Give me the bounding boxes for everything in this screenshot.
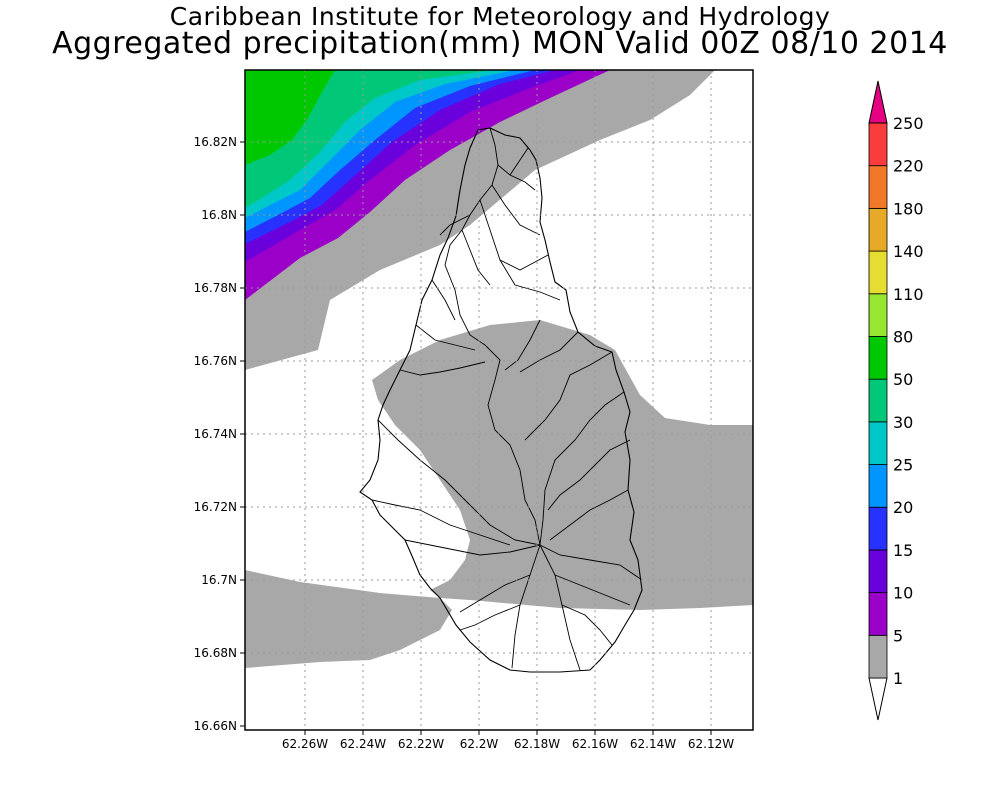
colorbar-label: 1 <box>893 669 903 688</box>
lon-tick-label: 62.12W <box>688 737 734 751</box>
colorbar-label: 80 <box>893 327 913 346</box>
axis-ticks <box>240 141 712 735</box>
longitude-labels: 62.26W 62.24W 62.22W 62.2W 62.18W 62.16W… <box>282 737 734 751</box>
map-frame <box>244 69 754 731</box>
lat-tick-label: 16.82N <box>194 135 237 149</box>
colorbar-label: 30 <box>893 413 913 432</box>
colorbar-label: 50 <box>893 370 913 389</box>
lon-tick-label: 62.16W <box>572 737 618 751</box>
lat-tick-label: 16.76N <box>194 354 237 368</box>
watershed-lines <box>371 127 643 671</box>
colorbar-label: 10 <box>893 584 913 603</box>
lon-tick-label: 62.14W <box>630 737 676 751</box>
colorbar-label: 180 <box>893 199 924 218</box>
colorbar-label: 5 <box>893 626 903 645</box>
map-area <box>245 70 753 730</box>
lon-tick-label: 62.22W <box>398 737 444 751</box>
colorbar-segment <box>868 207 888 252</box>
colorbar-label: 25 <box>893 456 913 475</box>
colorbar-segment <box>868 122 888 167</box>
colorbar-segment <box>868 634 888 679</box>
lat-tick-label: 16.8N <box>201 208 237 222</box>
colorbar-label: 220 <box>893 157 924 176</box>
lat-tick-label: 16.7N <box>201 573 237 587</box>
lat-tick-label: 16.74N <box>194 427 237 441</box>
lon-tick-label: 62.18W <box>514 737 560 751</box>
colorbar-label: 15 <box>893 541 913 560</box>
colorbar-segment <box>868 250 888 295</box>
lat-tick-label: 16.78N <box>194 281 237 295</box>
colorbar-segment <box>868 165 888 209</box>
colorbar-label: 140 <box>893 242 924 261</box>
colorbar-segment <box>868 592 888 636</box>
colorbar-segment <box>868 677 888 721</box>
lon-tick-label: 62.26W <box>282 737 328 751</box>
lat-tick-label: 16.68N <box>194 646 237 660</box>
precip-region-1-5-south <box>245 570 452 668</box>
colorbar-segment <box>868 464 888 508</box>
island-outline <box>359 127 643 673</box>
latitude-labels: 16.82N 16.8N 16.78N 16.76N 16.74N 16.72N… <box>194 135 237 733</box>
colorbar-label: 110 <box>893 285 924 304</box>
lon-tick-label: 62.24W <box>340 737 386 751</box>
colorbar-segment <box>868 336 888 380</box>
colorbar-segment <box>868 378 888 423</box>
lat-tick-label: 16.72N <box>194 500 237 514</box>
precip-band-50-80 <box>245 70 335 165</box>
chart-subtitle: Aggregated precipitation(mm) MON Valid 0… <box>52 26 948 61</box>
lat-tick-label: 16.66N <box>194 719 237 733</box>
map-gridlines <box>245 70 753 730</box>
chart-title: Caribbean Institute for Meteorology and … <box>169 2 831 31</box>
lon-tick-label: 62.2W <box>460 737 499 751</box>
colorbar-label: 250 <box>893 114 924 133</box>
colorbar-label: 20 <box>893 498 913 517</box>
colorbar-segment <box>868 506 888 551</box>
colorbar-segment <box>868 293 888 337</box>
colorbar-segment <box>868 421 888 465</box>
colorbar-segment <box>868 80 888 124</box>
colorbar-segment <box>868 549 888 594</box>
precip-region-1-5-central <box>372 320 753 610</box>
